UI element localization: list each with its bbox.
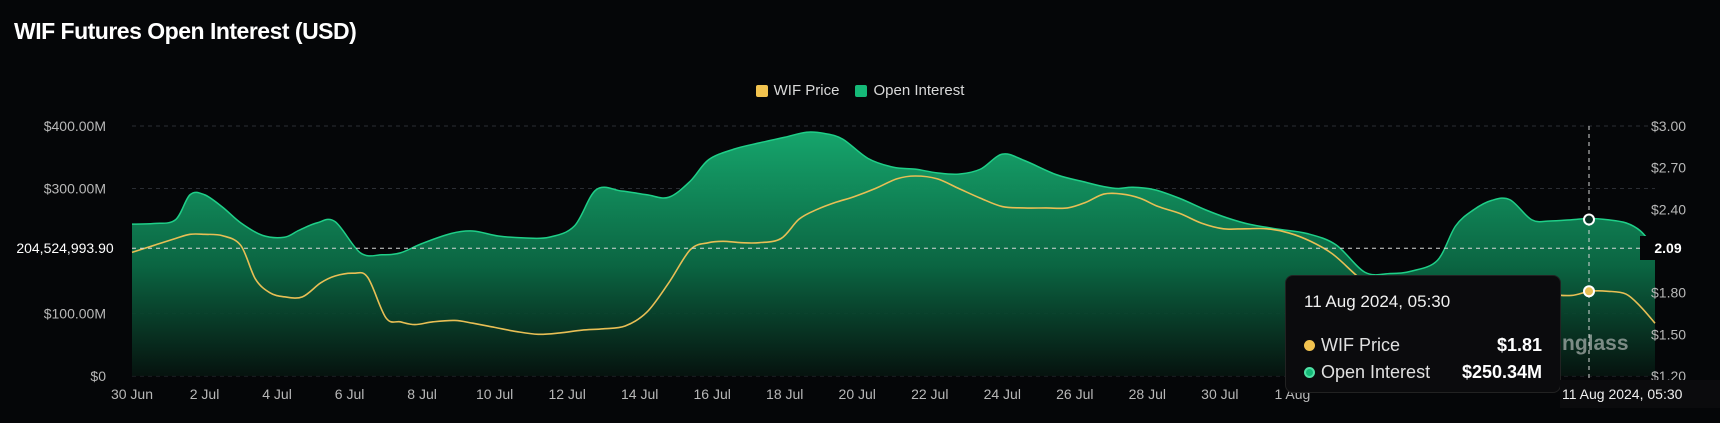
open-interest-line [131,131,1656,276]
x-tick-label: 4 Jul [262,386,292,402]
chart-legend: WIF Price Open Interest [0,82,1720,99]
x-tick-label: 2 Jul [190,386,220,402]
x-tick-label: 24 Jul [984,386,1021,402]
x-tick-label: 14 Jul [621,386,658,402]
crosshair-x-label: 11 Aug 2024, 05:30 [1560,380,1720,408]
x-tick-label: 28 Jul [1129,386,1166,402]
tooltip-label-open-interest: Open Interest [1321,362,1431,382]
crosshair [132,126,1655,380]
legend-item-open-interest[interactable]: Open Interest [855,82,964,99]
open-interest-area [131,131,1656,376]
x-tick-label: 16 Jul [694,386,731,402]
legend-label-wif-price: WIF Price [773,82,840,99]
x-tick-label: 22 Jul [911,386,948,402]
y-left-tick-label: $0 [90,368,106,384]
tooltip-value-open-interest: $250.34M [1461,362,1542,382]
x-tick-label: 10 Jul [476,386,513,402]
y-right-tick-label: $2.40 [1651,201,1686,217]
marker-wif-price [1583,285,1595,298]
y-left-tick-label: $300.00M [44,181,106,197]
crosshair-y-label-left: 204,524,993.90 [0,236,130,260]
tooltip-row-open-interest: Open Interest $250.34M [1304,359,1542,386]
y-right-tick-label: $1.80 [1651,285,1686,301]
legend-item-wif-price[interactable]: WIF Price [755,82,840,99]
x-tick-label: 30 Jun [111,386,153,402]
y-axis-left-labels: $0 $100.00M $300.00M $400.00M [44,118,106,384]
tooltip-date: 11 Aug 2024, 05:30 [1304,292,1451,311]
tooltip-row-wif-price: WIF Price $1.81 [1304,332,1542,359]
tooltip-label-wif-price: WIF Price [1321,335,1400,355]
marker-open-interest [1583,213,1595,226]
y-left-tick-label: $100.00M [44,306,106,322]
tooltip-dot-wif-price [1304,340,1315,351]
x-tick-label: 26 Jul [1056,386,1093,402]
hover-markers [1583,213,1595,298]
watermark: nglass [1562,332,1629,355]
open-interest-fill [132,132,1655,376]
legend-label-open-interest: Open Interest [873,82,965,99]
y-right-tick-label: $1.50 [1651,326,1686,342]
y-left-tick-label: $400.00M [44,118,106,134]
x-tick-label: 20 Jul [839,386,876,402]
legend-swatch-wif-price [755,84,768,97]
tooltip-dot-open-interest [1304,367,1315,378]
legend-swatch-open-interest [855,84,868,97]
y-right-tick-label: $3.00 [1651,118,1686,134]
x-tick-label: 8 Jul [407,386,437,402]
x-tick-label: 30 Jul [1201,386,1238,402]
y-right-tick-label: $2.70 [1651,160,1686,176]
tooltip-value-wif-price: $1.81 [1496,335,1542,355]
x-tick-label: 18 Jul [766,386,803,402]
x-axis-labels: 30 Jun 2 Jul 4 Jul 6 Jul 8 Jul 10 Jul 12 Jul 14… [111,386,1310,402]
x-tick-label: 6 Jul [335,386,365,402]
chart-title: WIF Futures Open Interest (USD) [14,18,357,44]
tooltip: 11 Aug 2024, 05:30 WIF Price $1.81 Open … [1285,275,1561,393]
crosshair-y-label-right: 2.09 [1640,236,1696,260]
x-tick-label: 12 Jul [548,386,585,402]
